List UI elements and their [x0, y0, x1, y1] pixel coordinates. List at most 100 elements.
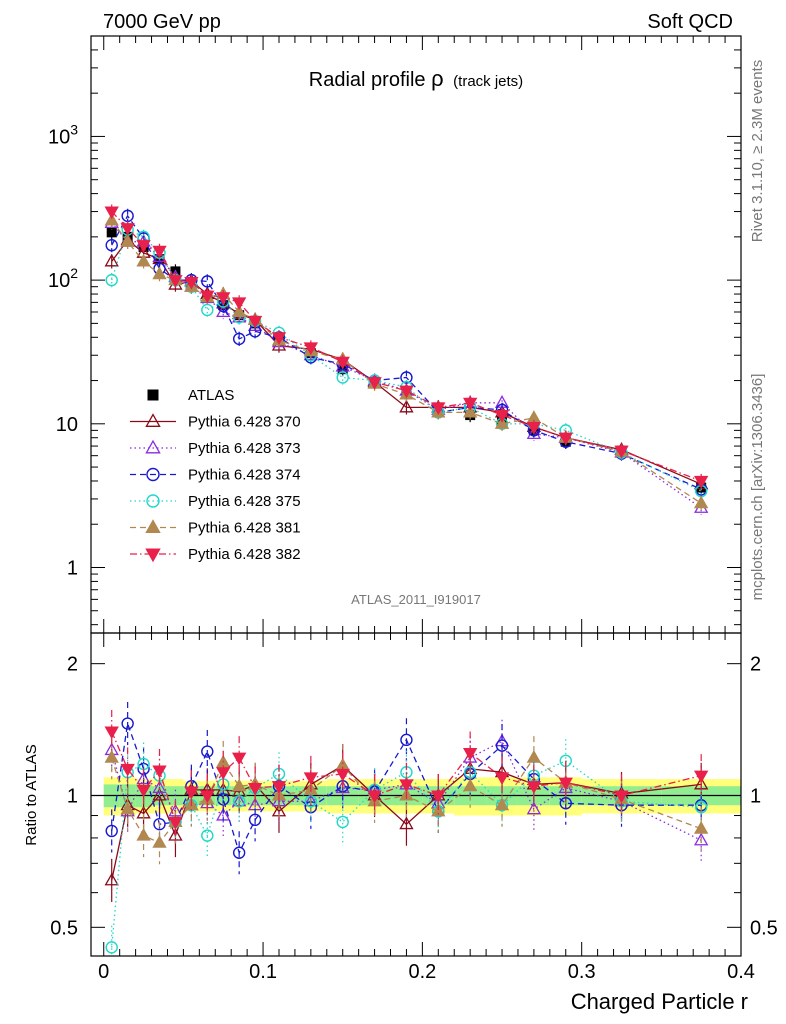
header-category-label: Soft QCD	[647, 11, 733, 33]
ratio-point	[120, 801, 135, 815]
series-line	[111, 220, 702, 504]
ratio-point	[121, 717, 134, 730]
ratio-point	[152, 787, 167, 801]
ratio-ticks: 0.5 0.5 1 1 2 2 0 0.1 0.2 0.3 0.4	[50, 633, 778, 983]
main-title-text: Radial profile	[309, 69, 426, 91]
ratio-point	[431, 803, 446, 817]
ratio-point	[463, 748, 478, 761]
legend-marker	[145, 519, 161, 533]
legend-label: ATLAS	[188, 387, 234, 404]
main-title-symbol: ρ	[431, 66, 444, 91]
ratio-series-pythia-6-428-382	[104, 709, 709, 844]
main-title: Radial profile ρ (track jets)	[309, 66, 523, 91]
data-point	[399, 385, 414, 399]
ratio-point	[136, 827, 151, 841]
legend-marker	[146, 494, 160, 508]
mcplots-reference-label: mcplots.cern.ch [arXiv:1306.3436]	[749, 374, 766, 601]
ratio-line	[111, 723, 702, 855]
main-data-layer	[104, 204, 709, 515]
ratio-point	[271, 781, 287, 794]
ratio-point	[216, 767, 231, 780]
data-point	[271, 332, 287, 345]
main-y-tick-label: 102	[48, 265, 78, 292]
series-line	[111, 222, 702, 509]
data-point	[463, 397, 478, 411]
data-point	[336, 371, 349, 384]
series-pythia-6-428-382	[104, 204, 709, 489]
header-energy-label: 7000 GeV pp	[103, 11, 221, 33]
data-point	[184, 276, 199, 290]
data-point	[694, 495, 709, 509]
main-y-tick-label: 10	[56, 414, 78, 436]
ratio-y-tick-label-left: 2	[67, 654, 78, 676]
ratio-point	[231, 752, 247, 766]
ratio-point	[694, 770, 709, 784]
x-tick-label: 0.1	[249, 961, 277, 983]
legend: ATLAS Pythia 6.428 370 Pythia 6.428 373 Pyt…	[130, 387, 301, 563]
x-axis-label: Charged Particle r	[571, 989, 748, 1014]
ratio-y-tick-label-right: 1	[750, 785, 761, 807]
ratio-point	[105, 941, 118, 954]
data-point	[463, 404, 478, 418]
ratio-point	[104, 750, 119, 763]
legend-marker	[145, 548, 161, 563]
data-point	[152, 245, 167, 259]
ratio-point	[248, 813, 262, 827]
ratio-y-tick-label-left: 0.5	[50, 917, 78, 939]
data-point	[526, 426, 542, 439]
data-point	[106, 227, 117, 238]
data-point	[105, 238, 118, 252]
main-y-tick-label: 103	[48, 121, 78, 148]
ratio-point	[494, 772, 510, 786]
data-point	[399, 399, 414, 413]
legend-label: Pythia 6.428 382	[188, 546, 301, 563]
data-point	[232, 332, 246, 346]
data-point	[120, 234, 135, 247]
ratio-point	[335, 768, 350, 782]
data-point	[367, 377, 382, 390]
data-point	[558, 432, 573, 446]
x-tick-label: 0	[98, 961, 109, 983]
data-point	[216, 292, 231, 305]
data-point	[400, 371, 413, 384]
ratio-point	[200, 790, 215, 804]
ratio-point	[153, 817, 166, 831]
ratio-point	[526, 801, 542, 815]
legend-entry: Pythia 6.428 381	[130, 519, 301, 537]
analysis-annotation: ATLAS_2011_I919017	[351, 592, 481, 607]
data-point	[431, 402, 446, 416]
ratio-point	[431, 790, 446, 804]
ratio-point	[201, 829, 214, 842]
ratio-panel: 0.5 0.5 1 1 2 2 0 0.1 0.2 0.3 0.4 Ratio to ATLAS C…	[23, 632, 778, 1014]
ratio-point	[104, 872, 119, 886]
ratio-point	[152, 765, 167, 779]
ratio-point	[303, 772, 319, 786]
ratio-y-axis-label: Ratio to ATLAS	[23, 744, 40, 845]
ratio-point	[232, 846, 246, 859]
ratio-point	[120, 763, 135, 777]
legend-marker	[146, 467, 160, 482]
series-line	[111, 214, 702, 490]
ratio-point	[614, 790, 629, 804]
ratio-point	[105, 824, 118, 838]
ratio-y-tick-label-right: 2	[750, 654, 761, 676]
ratio-point	[694, 821, 709, 834]
legend-label: Pythia 6.428 381	[188, 520, 301, 537]
legend-label: Pythia 6.428 374	[188, 467, 301, 484]
ratio-y-tick-label-right: 0.5	[750, 917, 778, 939]
data-point	[694, 475, 709, 489]
data-point	[247, 315, 263, 329]
ratio-point	[136, 784, 151, 798]
legend-entry: Pythia 6.428 373	[130, 439, 301, 457]
ratio-point	[399, 816, 414, 830]
data-point	[494, 410, 510, 423]
x-tick-label: 0.2	[408, 961, 436, 983]
rivet-version-label: Rivet 3.1.10, ≥ 2.3M events	[749, 60, 766, 243]
ratio-point	[152, 835, 167, 848]
ratio-point	[152, 780, 167, 794]
data-point	[136, 240, 151, 253]
ratio-point	[399, 779, 414, 793]
ratio-point	[495, 739, 509, 752]
legend-entry: Pythia 6.428 374	[130, 467, 301, 484]
